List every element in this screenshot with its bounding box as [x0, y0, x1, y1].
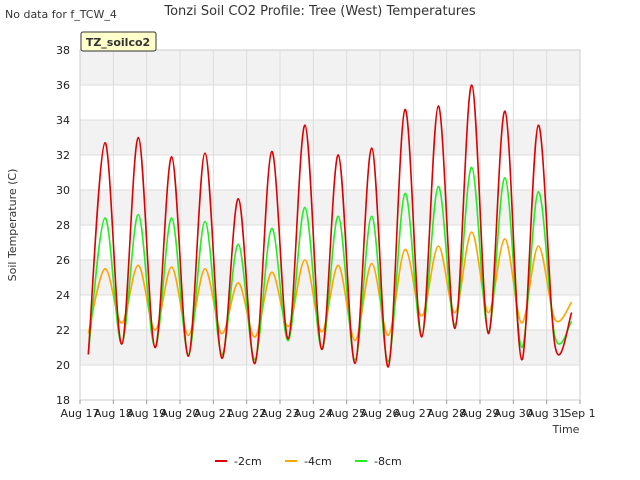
x-tick-label: Aug 29	[461, 407, 500, 420]
x-tick-label: Aug 31	[527, 407, 566, 420]
y-tick-label: 18	[56, 394, 70, 407]
y-tick-label: 20	[56, 359, 70, 372]
x-tick-label: Aug 30	[494, 407, 533, 420]
legend-label: -2cm	[234, 455, 262, 468]
box-label-text: TZ_soilco2	[86, 36, 150, 49]
x-tick-label: Aug 24	[294, 407, 333, 420]
plot-band	[80, 190, 580, 225]
box-label-frame	[80, 31, 157, 52]
x-tick-label: Aug 27	[394, 407, 433, 420]
x-tick-label: Aug 26	[361, 407, 400, 420]
plot-band	[80, 330, 580, 365]
legend-label: -8cm	[374, 455, 402, 468]
y-tick-label: 28	[56, 219, 70, 232]
box-label: TZ_soilco2	[80, 31, 157, 52]
y-tick-label: 32	[56, 149, 70, 162]
y-tick-label: 38	[56, 44, 70, 57]
y-tick-label: 26	[56, 254, 70, 267]
y-tick-label: 30	[56, 184, 70, 197]
legend: -2cm -4cm -8cm	[215, 455, 402, 468]
series-line-minus-2cm	[87, 84, 573, 368]
plot-band	[80, 120, 580, 155]
plot-border	[79, 49, 581, 401]
y-tick-label: 34	[56, 114, 70, 127]
x-tick-label: Aug 22	[227, 407, 266, 420]
x-tick-label: Aug 20	[161, 407, 200, 420]
plot-band	[80, 50, 580, 85]
x-tick-label: Aug 19	[127, 407, 166, 420]
y-axis-label: Soil Temperature (C)	[6, 169, 19, 282]
x-axis-label: Time	[552, 423, 580, 436]
x-tick-label: Aug 28	[427, 407, 466, 420]
chart-title: Tonzi Soil CO2 Profile: Tree (West) Temp…	[163, 4, 476, 19]
y-tick-label: 24	[56, 289, 70, 302]
y-axis-ticks: 18 20 22 24 26 28 30 32 34 36 38	[56, 44, 70, 407]
no-data-notice: No data for f_TCW_4	[5, 8, 117, 21]
y-tick-label: 36	[56, 79, 70, 92]
series-lines	[87, 84, 573, 368]
x-tick-label: Aug 17	[61, 407, 100, 420]
legend-label: -4cm	[304, 455, 332, 468]
x-tick-label: Aug 23	[261, 407, 300, 420]
x-tick-label: Aug 25	[327, 407, 366, 420]
y-tick-label: 22	[56, 324, 70, 337]
x-tick-label: Aug 21	[194, 407, 233, 420]
x-tick-label: Aug 18	[94, 407, 133, 420]
x-tick-label: Sep 1	[564, 407, 595, 420]
